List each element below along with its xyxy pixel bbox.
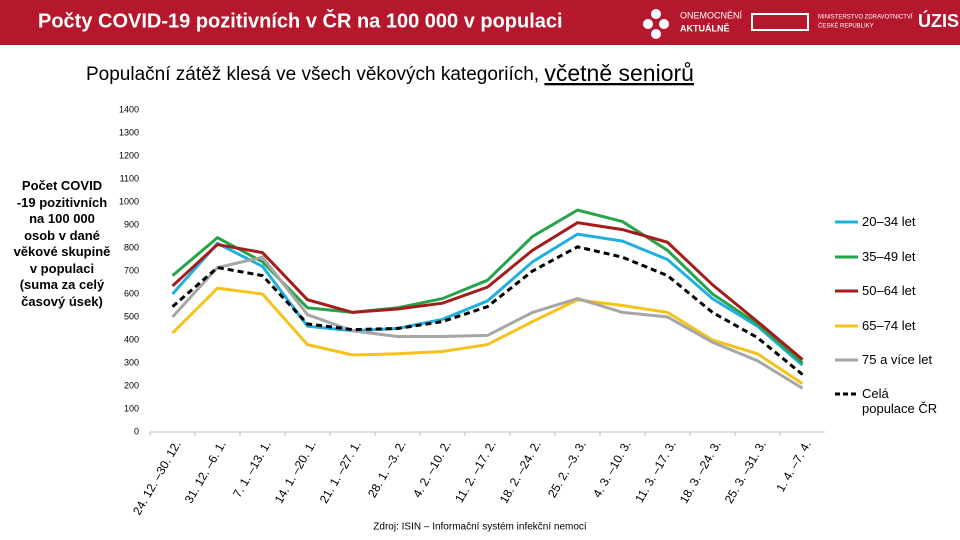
x-tick-label: 4. 2. –10. 2. bbox=[410, 438, 454, 500]
series-line bbox=[171, 286, 804, 385]
logo-box bbox=[751, 13, 809, 31]
x-tick-label: 18. 2. –24. 2. bbox=[497, 438, 544, 506]
y-tick-label: 1200 bbox=[119, 150, 139, 160]
legend-label: 35–49 let bbox=[862, 249, 916, 264]
y-tick-label: 0 bbox=[134, 426, 139, 436]
x-tick-label: 7. 1. –13. 1. bbox=[230, 438, 274, 500]
title-part: Populační zátěž klesá ve všech věkových … bbox=[86, 64, 544, 85]
y-tick-label: 600 bbox=[124, 288, 139, 298]
x-tick-label: 31. 12. –6. 1. bbox=[182, 438, 229, 506]
legend-label: 65–74 let bbox=[862, 318, 916, 333]
y-tick-label: 700 bbox=[124, 265, 139, 275]
series-line bbox=[171, 245, 804, 376]
x-tick-label: 11. 3. –17. 3. bbox=[632, 438, 679, 505]
legend-label: Celá populace ČR bbox=[862, 386, 938, 416]
y-tick-label: 300 bbox=[124, 357, 139, 367]
x-tick-label: 28. 1. –3. 2. bbox=[365, 438, 409, 500]
y-tick-label: 800 bbox=[124, 242, 139, 252]
y-tick-label: 100 bbox=[124, 403, 139, 413]
y-tick-label: 1000 bbox=[119, 196, 139, 206]
legend-label: 50–64 let bbox=[862, 283, 916, 298]
x-tick-label: 18. 3. –24. 3. bbox=[677, 438, 724, 506]
y-axis-label: Počet COVID -19 pozitivních na 100 000 o… bbox=[13, 178, 111, 309]
x-tick-label: 25. 3. –31. 3. bbox=[722, 438, 769, 506]
series-line bbox=[171, 221, 804, 361]
logo-text: ONEMOCNĚNÍ bbox=[680, 10, 743, 20]
logo-text: ČESKÉ REPUBLIKY bbox=[818, 23, 874, 30]
logo-dots bbox=[643, 9, 669, 39]
y-tick-label: 1300 bbox=[119, 127, 139, 137]
x-tick-label: 1. 4. –7. 4. bbox=[773, 438, 813, 494]
x-tick-label: 11. 2. –17. 2. bbox=[452, 438, 499, 505]
source: Zdroj: ISIN – Informační systém infekční… bbox=[373, 522, 587, 533]
x-tick-label: 25. 2. –3. 3. bbox=[545, 438, 589, 500]
header-bar bbox=[0, 0, 960, 45]
y-tick-label: 500 bbox=[124, 311, 139, 321]
x-tick-label: 21. 1. –27. 1. bbox=[317, 438, 364, 506]
legend-label: 20–34 let bbox=[862, 214, 916, 229]
series-line bbox=[171, 232, 804, 367]
x-tick-label: 4. 3. –10. 3. bbox=[590, 438, 634, 500]
y-tick-label: 1400 bbox=[119, 104, 139, 114]
title-emphasis: včetně seniorů bbox=[544, 60, 694, 86]
y-tick-label: 400 bbox=[124, 334, 139, 344]
y-tick-label: 1100 bbox=[120, 173, 139, 183]
logo-text: AKTUÁLNĚ bbox=[680, 22, 730, 33]
series-line bbox=[171, 255, 804, 390]
chart-title: Populační zátěž klesá ve všech věkových … bbox=[86, 60, 694, 86]
legend-label: 75 a více let bbox=[862, 352, 933, 367]
logo-text: MINISTERSTVO ZDRAVOTNICTVÍ bbox=[818, 14, 913, 21]
x-tick-label: 14. 1. –20. 1. bbox=[272, 438, 319, 506]
logo-text: ÚZIS bbox=[918, 10, 959, 31]
x-tick-label: 24. 12. –30. 12. bbox=[130, 438, 184, 517]
header-title: Počty COVID-19 pozitivních v ČR na 100 0… bbox=[38, 8, 563, 32]
y-tick-label: 200 bbox=[124, 380, 139, 390]
y-tick-label: 900 bbox=[124, 219, 139, 229]
